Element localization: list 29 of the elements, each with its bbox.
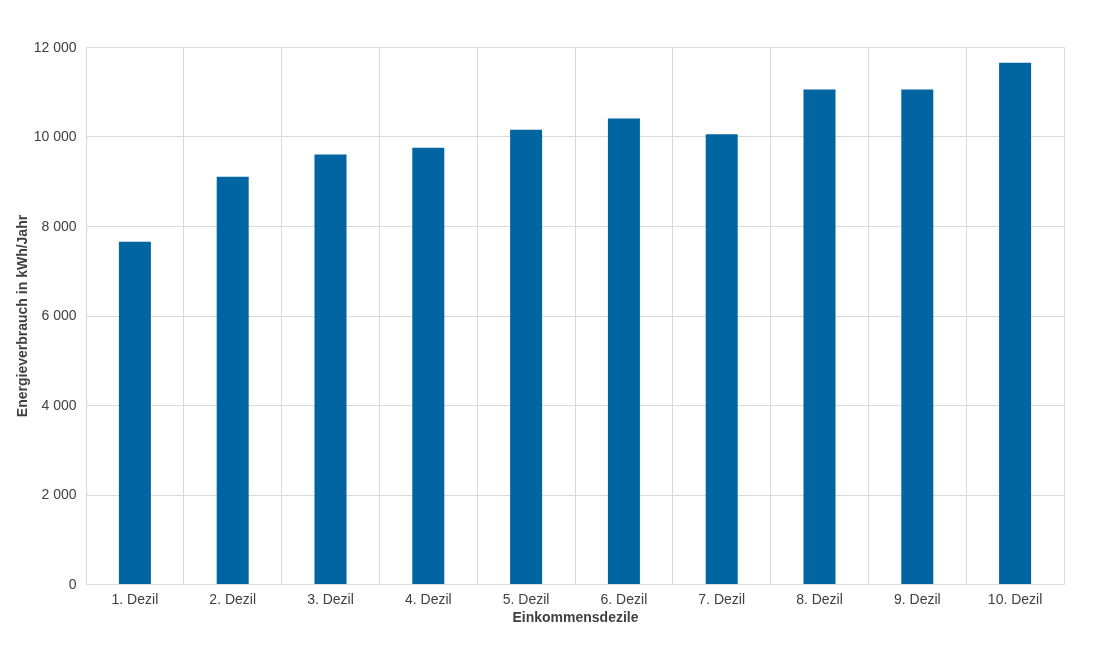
bar <box>705 134 738 584</box>
x-axis-title: Einkommensdezile <box>512 608 639 625</box>
bar <box>314 154 347 584</box>
x-tick-label: 8. Dezil <box>796 590 843 607</box>
x-tick-label: 1. Dezil <box>111 590 159 607</box>
x-tick-label: 2. Dezil <box>209 590 257 607</box>
bar <box>118 241 151 584</box>
y-tick-label: 12 000 <box>33 38 77 55</box>
bar <box>607 118 640 584</box>
x-tick-label: 9. Dezil <box>893 590 941 607</box>
x-tick-label: 4. Dezil <box>404 590 452 607</box>
x-tick-label: 6. Dezil <box>600 590 648 607</box>
y-axis-title: Energieverbrauch in kWh/Jahr <box>13 214 30 418</box>
y-tick-label: 2 000 <box>41 486 77 502</box>
bar <box>803 89 836 584</box>
y-tick-label: 10 000 <box>33 128 77 144</box>
x-tick-label: 7. Dezil <box>698 590 746 607</box>
bar <box>999 62 1032 584</box>
bar <box>510 129 543 584</box>
x-tick-label: 10. Dezil <box>987 590 1043 607</box>
y-tick-label: 4 000 <box>41 396 77 413</box>
bar <box>412 147 445 584</box>
y-tick-label: 8 000 <box>41 217 77 234</box>
y-tick-label: 6 000 <box>41 307 77 323</box>
x-tick-label: 3. Dezil <box>307 590 354 607</box>
bar <box>216 176 249 584</box>
y-tick-label: 0 <box>68 575 77 592</box>
x-tick-label: 5. Dezil <box>502 590 550 607</box>
bar <box>901 89 934 584</box>
